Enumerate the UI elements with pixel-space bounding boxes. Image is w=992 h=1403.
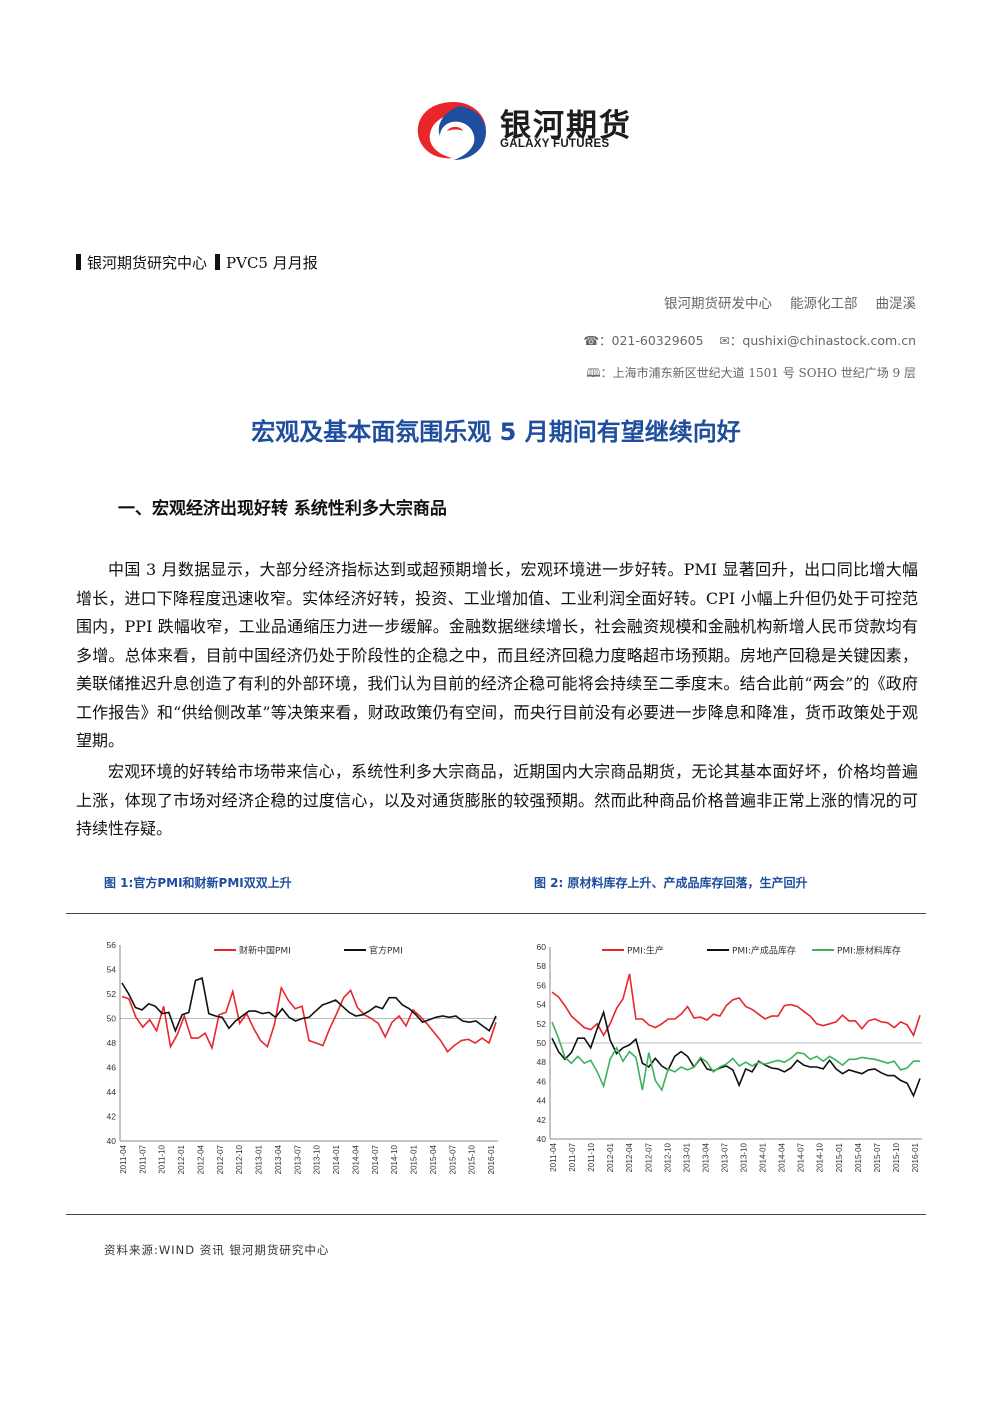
x-tick-label: 2016-01 bbox=[487, 1144, 496, 1174]
series-line bbox=[121, 977, 497, 1034]
x-tick-label: 2015-01 bbox=[835, 1142, 844, 1172]
x-tick-label: 2014-07 bbox=[797, 1142, 806, 1172]
chart-pmi: 40 42 44 46 48 50 52 54 56 2011-04 2011-07 2011-10 2… bbox=[107, 940, 498, 1174]
x-tick-label: 2014-10 bbox=[390, 1144, 399, 1174]
x-tick-label: 2011-04 bbox=[549, 1142, 558, 1171]
legend-label: PMI:原材料库存 bbox=[837, 945, 901, 957]
figure-1-title: 图 1:官方PMI和财新PMI双双上升 bbox=[104, 876, 292, 890]
x-tick-label: 2014-10 bbox=[816, 1142, 825, 1172]
author-address: 🕮：上海市浦东新区世纪大道 1501 号 SOHO 世纪广场 9 层 bbox=[586, 366, 916, 380]
y-tick-label: 46 bbox=[107, 1063, 117, 1073]
report-title: 宏观及基本面氛围乐观 5 月期间有望继续向好 bbox=[251, 418, 741, 446]
y-tick-label: 40 bbox=[107, 1136, 117, 1146]
report-name-label: PVC5 月月报 bbox=[226, 254, 318, 272]
x-tick-label: 2011-10 bbox=[587, 1142, 596, 1171]
x-tick-label: 2012-07 bbox=[216, 1144, 225, 1174]
author-phone: ☎：021-60329605 bbox=[583, 333, 704, 348]
x-tick-label: 2012-10 bbox=[663, 1142, 672, 1172]
x-tick-label: 2011-10 bbox=[158, 1144, 167, 1173]
y-tick-label: 50 bbox=[107, 1014, 117, 1024]
series-line bbox=[551, 973, 921, 1038]
y-tick-label: 54 bbox=[107, 965, 117, 975]
y-tick-label: 48 bbox=[107, 1038, 117, 1048]
x-tick-label: 2015-01 bbox=[410, 1144, 419, 1174]
x-tick-label: 2013-04 bbox=[701, 1142, 710, 1172]
x-tick-label: 2013-07 bbox=[720, 1142, 729, 1172]
legend-label: PMI:产成品库存 bbox=[732, 945, 796, 957]
x-tick-label: 2013-04 bbox=[274, 1144, 283, 1174]
chart-pmi-components: 40 42 44 46 48 50 52 54 56 58 60 2011-04 2011-07 2011… bbox=[537, 942, 922, 1172]
contact-line: ☎：021-60329605 ✉：qushixi@chinastock.com.… bbox=[583, 330, 916, 349]
author-line: 银河期货研发中心 能源化工部 曲湜溪 bbox=[646, 292, 916, 312]
x-tick-label: 2015-10 bbox=[892, 1142, 901, 1172]
research-center-label: 银河期货研究中心 bbox=[87, 254, 208, 272]
y-tick-label: 56 bbox=[537, 980, 547, 990]
x-tick-label: 2012-07 bbox=[644, 1142, 653, 1172]
x-tick-label: 2013-10 bbox=[740, 1142, 749, 1172]
x-tick-label: 2014-07 bbox=[371, 1144, 380, 1174]
x-tick-label: 2015-10 bbox=[468, 1144, 477, 1174]
x-tick-label: 2012-01 bbox=[177, 1144, 186, 1174]
x-tick-label: 2013-01 bbox=[255, 1144, 264, 1174]
y-tick-label: 52 bbox=[107, 989, 117, 999]
y-tick-label: 58 bbox=[537, 961, 547, 971]
x-tick-label: 2011-04 bbox=[119, 1144, 128, 1173]
x-tick-label: 2012-01 bbox=[606, 1142, 615, 1172]
y-tick-label: 52 bbox=[537, 1019, 547, 1029]
series-line bbox=[551, 1021, 920, 1092]
legend-label: 财新中国PMI bbox=[239, 945, 291, 957]
x-tick-label: 2015-07 bbox=[873, 1142, 882, 1172]
body-paragraph: 中国 3 月数据显示，大部分经济指标达到或超预期增长，宏观环境进一步好转。PMI… bbox=[76, 560, 918, 750]
y-tick-label: 54 bbox=[537, 1000, 547, 1010]
x-tick-label: 2013-01 bbox=[682, 1142, 691, 1172]
body-paragraph: 宏观环境的好转给市场带来信心，系统性利多大宗商品，近期国内大宗商品期货，无论其基… bbox=[76, 762, 918, 838]
x-tick-label: 2012-04 bbox=[196, 1144, 205, 1174]
y-tick-label: 44 bbox=[107, 1087, 117, 1097]
y-tick-label: 48 bbox=[537, 1057, 547, 1067]
x-tick-label: 2015-07 bbox=[448, 1144, 457, 1174]
galaxy-logo-icon bbox=[417, 102, 486, 160]
author-dept: 能源化工部 bbox=[790, 296, 858, 312]
author-org: 银河期货研发中心 bbox=[664, 296, 772, 312]
header-bar-mark bbox=[76, 254, 81, 270]
y-tick-label: 42 bbox=[107, 1112, 117, 1122]
x-tick-label: 2013-07 bbox=[293, 1144, 302, 1174]
series-line bbox=[121, 985, 497, 1053]
y-tick-label: 40 bbox=[537, 1134, 547, 1144]
legend-label: PMI:生产 bbox=[627, 945, 664, 957]
series-line bbox=[551, 1009, 921, 1098]
y-tick-label: 42 bbox=[537, 1115, 547, 1125]
x-tick-label: 2012-04 bbox=[625, 1142, 634, 1172]
x-tick-label: 2013-10 bbox=[313, 1144, 322, 1174]
divider bbox=[66, 913, 926, 914]
legend-label: 官方PMI bbox=[369, 945, 403, 957]
y-tick-label: 56 bbox=[107, 940, 117, 950]
logo-name-cn: 银河期货 bbox=[500, 108, 632, 144]
x-tick-label: 2015-04 bbox=[429, 1144, 438, 1174]
x-tick-label: 2014-04 bbox=[778, 1142, 787, 1172]
x-tick-label: 2012-10 bbox=[235, 1144, 244, 1174]
author-name: 曲湜溪 bbox=[875, 296, 917, 312]
x-tick-label: 2011-07 bbox=[138, 1144, 147, 1173]
company-logo: 银河期货 GALAXY FUTURES bbox=[414, 98, 644, 162]
x-tick-label: 2015-04 bbox=[854, 1142, 863, 1172]
source-note: 资料来源:WIND 资讯 银河期货研究中心 bbox=[104, 1243, 330, 1257]
y-tick-label: 50 bbox=[537, 1038, 547, 1048]
x-tick-label: 2016-01 bbox=[911, 1142, 920, 1172]
header-bar-mark bbox=[215, 254, 221, 270]
y-tick-label: 44 bbox=[537, 1096, 547, 1106]
x-tick-label: 2014-04 bbox=[351, 1144, 360, 1174]
author-email[interactable]: ✉：qushixi@chinastock.com.cn bbox=[719, 333, 916, 348]
logo-name-en: GALAXY FUTURES bbox=[500, 138, 610, 150]
x-tick-label: 2011-07 bbox=[568, 1142, 577, 1171]
divider bbox=[66, 1214, 926, 1215]
figure-2-title: 图 2: 原材料库存上升、产成品库存回落，生产回升 bbox=[534, 876, 808, 890]
x-tick-label: 2014-01 bbox=[332, 1144, 341, 1174]
section-heading: 一、宏观经济出现好转 系统性利多大宗商品 bbox=[118, 499, 447, 519]
y-tick-label: 46 bbox=[537, 1076, 547, 1086]
x-tick-label: 2014-01 bbox=[759, 1142, 768, 1172]
y-tick-label: 60 bbox=[537, 942, 547, 952]
report-header: 银河期货研究中心 PVC5 月月报 bbox=[76, 252, 318, 273]
